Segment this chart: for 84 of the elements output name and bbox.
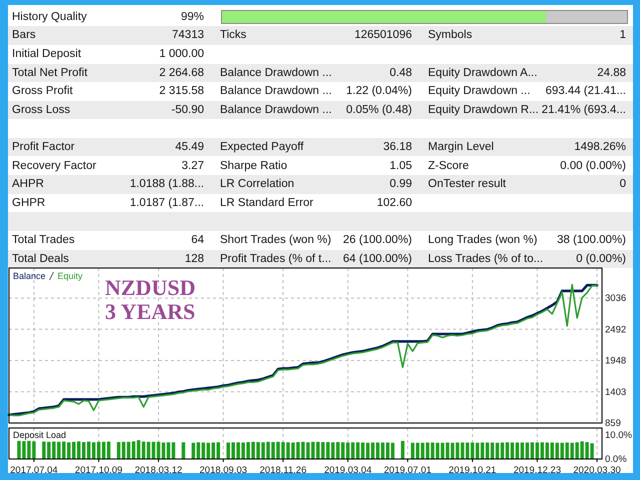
category-label: Total Trades (12, 232, 75, 248)
text: 64 (191, 234, 204, 246)
category-label: Z-Score (428, 158, 469, 174)
text: 0.05% (0.48) (346, 104, 412, 116)
text: 128 (184, 252, 204, 264)
category-label: GHPR (12, 196, 46, 211)
category-label: Sharpe Ratio (220, 158, 288, 174)
category-label: AHPR (12, 177, 44, 192)
text: 0.00 (0.00%) (560, 160, 626, 172)
text: Balance (13, 271, 46, 281)
category-label: Total Net Profit (12, 66, 88, 80)
text: 1.22 (0.04%) (346, 85, 412, 98)
chart-title: Deposit Load (13, 430, 66, 440)
category-label: Balance Drawdown ... (220, 102, 332, 118)
category-label: Long Trades (won %) (428, 232, 538, 248)
text: 26 (100.00%) (342, 234, 412, 246)
text: 1 000.00 (159, 48, 204, 60)
text: 0.99 (390, 178, 412, 190)
y-tick-label: 1403 (605, 386, 626, 398)
x-tick-label: 2018.03.12 (134, 464, 182, 476)
category-label: Balance Drawdown ... (220, 66, 332, 80)
x-tick-label: 2020.03.30 (573, 464, 621, 476)
x-tick-label: 2019.10.21 (448, 464, 496, 476)
category-label: Profit Factor (12, 140, 75, 155)
text: 102.60 (376, 196, 412, 209)
text: 99% (180, 10, 204, 23)
text: 45.49 (175, 140, 204, 153)
category-label: Balance Drawdown ... (220, 84, 332, 100)
text: 0.48 (390, 66, 412, 78)
category-label: Margin Level (428, 140, 494, 155)
text: 3.27 (182, 160, 204, 172)
text: 2 315.58 (159, 85, 204, 98)
category-label: Short Trades (won %) (220, 232, 332, 248)
category-label: LR Standard Error (220, 196, 314, 211)
y-tick-label: 3036 (605, 292, 626, 304)
text: 2 264.68 (159, 66, 204, 78)
y-tick-label: 10.0% (605, 430, 632, 441)
text: Equity (58, 271, 84, 281)
annotation: 3 YEARS (105, 299, 196, 324)
annotation: NZDUSD (105, 275, 196, 300)
text: 1.0187 (1.87... (130, 196, 204, 209)
x-tick-label: 2019.07.01 (384, 464, 432, 476)
category-label: Equity Drawdown ... (428, 84, 530, 100)
x-tick-label: 2017.10.09 (74, 464, 122, 476)
category-label: Ticks (220, 28, 246, 44)
text: 0 (620, 178, 626, 190)
text: 24.88 (597, 66, 626, 78)
text: 74313 (172, 29, 204, 42)
y-tick-label: 0.0% (605, 454, 628, 464)
text: 693.44 (21.41... (545, 85, 626, 98)
y-tick-label: 1948 (605, 355, 626, 366)
category-label: Gross Loss (12, 102, 70, 118)
category-label: Symbols (428, 28, 472, 44)
text: 1 (620, 29, 626, 42)
category-label: Expected Payoff (220, 140, 304, 155)
category-label: Profit Trades (% of t... (220, 252, 332, 266)
x-tick-label: 2018.09.03 (200, 464, 248, 476)
y-tick-label: 859 (605, 418, 621, 428)
x-tick-label: 2019.12.23 (513, 464, 561, 476)
category-label: OnTester result (428, 177, 506, 192)
text: 0 (0.00%) (576, 252, 626, 264)
category-label: LR Correlation (220, 177, 294, 192)
text: 1498.26% (574, 140, 626, 153)
category-label: Loss Trades (% of to... (428, 252, 544, 266)
text: 64 (100.00%) (342, 252, 412, 264)
text: 21.41% (693.4... (542, 104, 626, 116)
category-label: Equity Drawdown R... (428, 102, 539, 118)
category-label: History Quality (12, 10, 87, 25)
text: 36.18 (383, 140, 412, 153)
x-tick-label: 2019.03.04 (324, 464, 372, 476)
category-label: Recovery Factor (12, 158, 96, 174)
text: 38 (100.00%) (556, 234, 626, 246)
text: -50.90 (171, 104, 204, 116)
category-label: Bars (12, 28, 36, 44)
category-label: Total Deals (12, 252, 69, 266)
text: 1.0188 (1.88... (130, 178, 204, 190)
y-tick-label: 2492 (605, 324, 626, 335)
category-label: Equity Drawdown A... (428, 66, 538, 80)
text: 126501096 (354, 29, 412, 42)
category-label: Initial Deposit (12, 46, 82, 62)
category-label: Gross Profit (12, 84, 73, 100)
x-tick-label: 2017.07.04 (10, 464, 58, 476)
text: 1.05 (390, 160, 412, 172)
x-tick-label: 2018.11.26 (260, 464, 306, 476)
